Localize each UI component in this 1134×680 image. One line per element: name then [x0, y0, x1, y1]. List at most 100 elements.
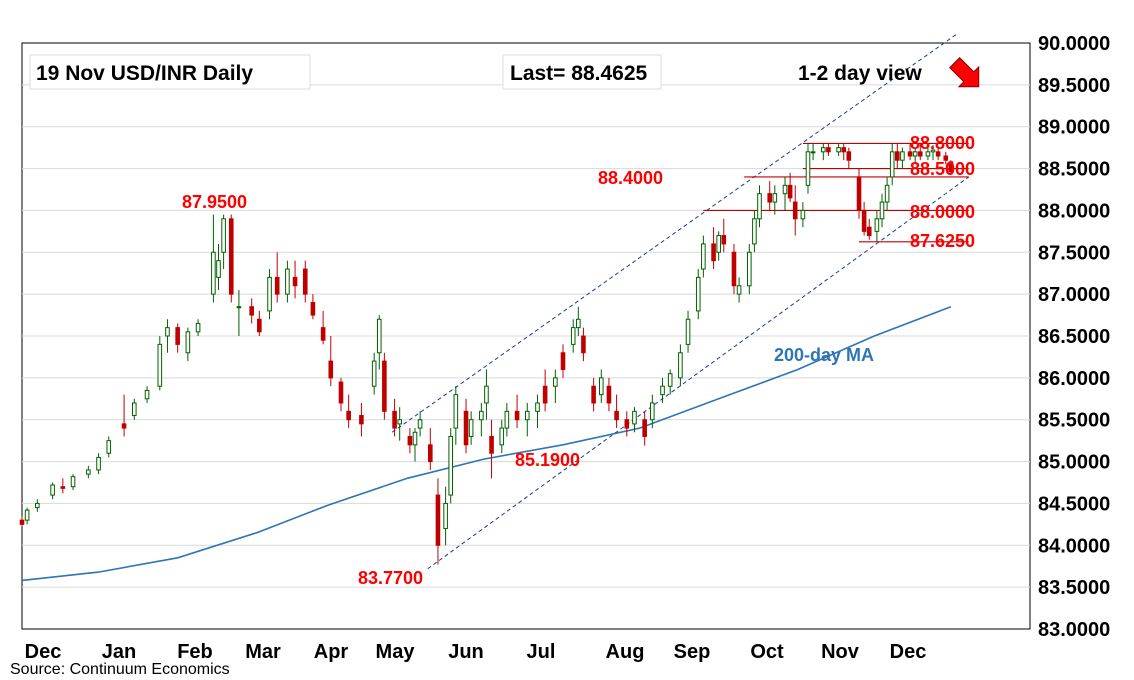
candle-body — [50, 484, 55, 496]
x-tick-label: Sep — [674, 641, 711, 663]
candle-body — [392, 410, 397, 429]
candle-body — [736, 285, 742, 295]
x-tick-label: Feb — [177, 641, 213, 663]
candle-body — [249, 306, 254, 316]
x-tick-label: Nov — [821, 641, 860, 663]
candle-body — [320, 327, 326, 341]
candle-body — [752, 218, 757, 245]
candle-body — [376, 318, 382, 354]
candle-body — [371, 360, 377, 387]
ma-layer — [21, 305, 952, 582]
candle-body — [917, 151, 923, 157]
candle-body — [598, 377, 604, 396]
candle-body — [195, 322, 201, 333]
candle-body — [157, 343, 163, 387]
annotation-label: 200-day MA — [774, 345, 874, 365]
candle-body — [576, 318, 581, 329]
candle-body — [948, 161, 954, 173]
candle-body — [810, 151, 816, 154]
candle-body — [504, 410, 510, 429]
candle-body — [889, 151, 895, 178]
candle-body — [86, 469, 91, 475]
x-tick-label: Dec — [890, 641, 927, 663]
annotation-label: 87.9500 — [182, 192, 247, 212]
y-tick-label: 84.5000 — [1038, 493, 1110, 515]
candle-body — [624, 419, 630, 429]
annotations: 88.8000 88.5000 88.4000 88.0000 87.6250 87.95… — [182, 133, 975, 588]
candle-body — [479, 410, 484, 421]
y-tick-label: 86.0000 — [1038, 368, 1110, 390]
candle-body — [685, 318, 691, 345]
candle-body — [711, 243, 716, 262]
x-tick-label: Aug — [606, 641, 645, 663]
candle-body — [435, 494, 441, 546]
x-tick-label: Dec — [25, 641, 62, 663]
candle-body — [782, 184, 788, 195]
candle-body — [746, 251, 752, 287]
y-tick-label: 87.5000 — [1038, 242, 1110, 264]
candle-body — [514, 410, 520, 421]
candle-body — [221, 218, 226, 253]
channel-upper-line — [391, 34, 957, 433]
level-lines — [703, 142, 969, 243]
candle-body — [211, 251, 216, 295]
candle-body — [468, 419, 474, 437]
candle-body — [930, 149, 936, 153]
candle-body — [787, 184, 793, 199]
last-price: Last= 88.4625 — [510, 62, 648, 85]
x-tick-label: Apr — [314, 641, 349, 663]
candle-body — [267, 276, 272, 312]
level-label: 88.8000 — [910, 133, 975, 153]
level-label: 87.6250 — [910, 231, 975, 251]
candle-body — [489, 435, 494, 454]
candle-body — [925, 151, 931, 157]
candle-body — [820, 147, 826, 153]
candle-body — [131, 402, 137, 417]
candle-body — [453, 394, 459, 429]
down-arrow-icon — [949, 57, 980, 88]
candle-body — [524, 410, 530, 421]
candle-body — [650, 402, 655, 421]
candles — [19, 143, 954, 565]
candle-body — [463, 410, 469, 446]
y-tick-label: 89.5000 — [1038, 75, 1110, 97]
candle-body — [767, 193, 773, 203]
y-tick-label: 83.0000 — [1038, 619, 1110, 641]
y-tick-label: 84.0000 — [1038, 535, 1110, 557]
candle-body — [695, 276, 701, 312]
candle-body — [285, 268, 290, 295]
y-tick-label: 88.5000 — [1038, 159, 1110, 181]
candle-body — [412, 431, 418, 446]
candle-body — [407, 435, 413, 446]
x-tick-label: Jan — [102, 641, 136, 663]
annotation-label: 83.7700 — [358, 568, 423, 588]
candle-body — [560, 352, 566, 370]
candle-body — [581, 335, 586, 354]
candle-body — [553, 377, 558, 387]
candle-body — [257, 318, 262, 333]
candle-body — [632, 410, 637, 425]
last-box — [502, 54, 662, 90]
view-label: 1-2 day view — [798, 62, 922, 85]
candle-body — [165, 327, 170, 337]
candle-body — [417, 419, 423, 429]
candle-body — [907, 151, 913, 157]
level-label: 88.0000 — [910, 202, 975, 222]
candle-body — [884, 184, 890, 203]
candle-body — [535, 402, 540, 412]
candle-body — [757, 193, 762, 220]
y-tick-label: 88.0000 — [1038, 200, 1110, 222]
candle-body — [338, 381, 344, 404]
candle-body — [642, 419, 647, 437]
candle-body — [895, 151, 900, 161]
candle-body — [721, 235, 727, 245]
candle-body — [879, 201, 885, 220]
candle-body — [302, 268, 308, 295]
level-label: 88.4000 — [598, 168, 663, 188]
candle-body — [856, 176, 862, 211]
candle-body — [24, 509, 30, 521]
y-tick-label: 85.0000 — [1038, 452, 1110, 474]
candle-body — [678, 352, 683, 379]
candle-body — [861, 209, 867, 232]
candle-body — [836, 147, 841, 153]
